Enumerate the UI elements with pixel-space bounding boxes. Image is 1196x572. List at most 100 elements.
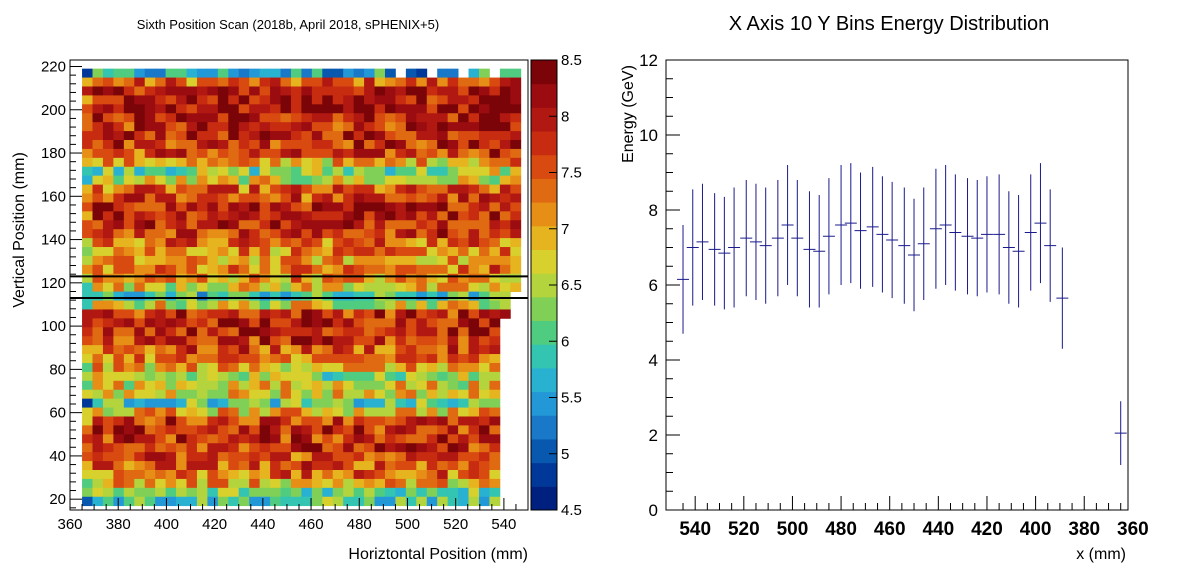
heatmap-cell xyxy=(364,113,375,123)
heatmap-cell xyxy=(259,264,271,275)
heatmap-cell xyxy=(290,273,302,284)
heatmap-cell xyxy=(478,175,490,185)
heatmap-cell xyxy=(384,443,396,453)
heatmap-cell xyxy=(311,282,323,293)
heatmap-cell xyxy=(301,327,313,337)
heatmap-cell xyxy=(186,425,198,435)
heatmap-cell xyxy=(343,282,355,293)
heatmap-cell xyxy=(374,157,386,168)
heatmap-cell xyxy=(447,86,459,96)
heatmap-cell xyxy=(176,398,187,408)
heatmap-cell xyxy=(113,398,125,408)
heatmap-cell xyxy=(259,184,271,194)
heatmap-cell xyxy=(270,300,281,310)
heatmap-cell xyxy=(259,273,271,284)
heatmap-cell xyxy=(395,380,407,391)
heatmap-cell xyxy=(489,354,501,364)
heatmap-cell xyxy=(322,452,334,462)
heatmap-cell xyxy=(259,470,271,480)
heatmap-cell xyxy=(134,202,146,212)
heatmap-cell xyxy=(228,461,240,471)
heatmap-cell xyxy=(364,478,375,489)
heatmap-cell xyxy=(364,354,375,364)
heatmap-cell xyxy=(280,318,292,328)
heatmap-cell xyxy=(489,362,501,373)
heatmap-cell xyxy=(113,68,125,78)
heatmap-cell xyxy=(290,131,302,141)
heatmap-cell xyxy=(447,470,459,480)
heatmap-cell xyxy=(290,104,302,114)
heatmap-cell xyxy=(458,229,469,239)
heatmap-cell xyxy=(270,389,281,400)
heatmap-cell xyxy=(489,264,501,275)
heatmap-cell xyxy=(301,291,313,301)
heatmap-cell xyxy=(458,434,469,444)
heatmap-cell xyxy=(186,407,198,417)
heatmap-cell xyxy=(311,416,323,426)
heatmap-cell xyxy=(290,407,302,417)
heatmap-cell xyxy=(447,104,459,114)
heatmap-cell xyxy=(113,122,125,132)
heatmap-cell xyxy=(290,362,302,373)
x-tick-label: 360 xyxy=(57,516,82,533)
heatmap-cell xyxy=(468,104,480,114)
heatmap-cell xyxy=(364,470,375,480)
heatmap-cell xyxy=(102,264,114,275)
heatmap-cell xyxy=(468,309,480,319)
heatmap-cell xyxy=(447,380,459,391)
colorbar-segment xyxy=(531,344,557,369)
heatmap-cell xyxy=(92,336,104,346)
heatmap-cell xyxy=(249,416,261,426)
heatmap-cell xyxy=(489,282,501,293)
heatmap-cell xyxy=(134,255,146,266)
heatmap-cell xyxy=(416,104,428,114)
heatmap-cell xyxy=(196,113,208,123)
heatmap-cell xyxy=(353,131,365,141)
heatmap-cell xyxy=(144,273,156,284)
heatmap-cell xyxy=(468,487,480,498)
heatmap-cell xyxy=(134,470,146,480)
heatmap-cell xyxy=(510,175,522,185)
heatmap-cell xyxy=(332,184,344,194)
heatmap-cell xyxy=(447,371,459,382)
heatmap-cell xyxy=(186,247,198,257)
heatmap-cell xyxy=(238,416,250,426)
heatmap-cell xyxy=(155,461,167,471)
heatmap-cell xyxy=(82,487,93,498)
heatmap-cell xyxy=(270,318,281,328)
heatmap-cell xyxy=(343,157,355,168)
heatmap-cell xyxy=(92,77,104,87)
heatmap-cell xyxy=(92,220,104,230)
heatmap-cell xyxy=(343,255,355,266)
heatmap-cell xyxy=(92,86,104,96)
heatmap-cell xyxy=(426,425,438,435)
heatmap-cell xyxy=(92,148,104,159)
heatmap-cell xyxy=(447,416,459,426)
heatmap-cell xyxy=(123,461,135,471)
heatmap-cell xyxy=(176,157,187,168)
heatmap-cell xyxy=(416,470,428,480)
heatmap-cell xyxy=(217,175,229,185)
heatmap-cell xyxy=(144,193,156,203)
heatmap-cell xyxy=(270,354,281,364)
heatmap-cell xyxy=(290,193,302,203)
heatmap-cell xyxy=(343,443,355,453)
heatmap-cell xyxy=(458,452,469,462)
heatmap-cell xyxy=(510,86,522,96)
heatmap-cell xyxy=(134,398,146,408)
heatmap-cell xyxy=(426,282,438,293)
heatmap-cell xyxy=(102,131,114,141)
heatmap-cell xyxy=(123,122,135,132)
heatmap-cell xyxy=(155,273,167,284)
heatmap-cell xyxy=(249,264,261,275)
y-tick-label: 4 xyxy=(649,351,658,370)
heatmap-cell xyxy=(353,184,365,194)
heatmap-cell xyxy=(186,362,198,373)
heatmap-cell xyxy=(228,318,240,328)
heatmap-cell xyxy=(176,202,187,212)
heatmap-cell xyxy=(92,122,104,132)
heatmap-cell xyxy=(499,300,511,310)
heatmap-cell xyxy=(332,157,344,168)
heatmap-cell xyxy=(384,327,396,337)
heatmap-cell xyxy=(364,238,375,248)
